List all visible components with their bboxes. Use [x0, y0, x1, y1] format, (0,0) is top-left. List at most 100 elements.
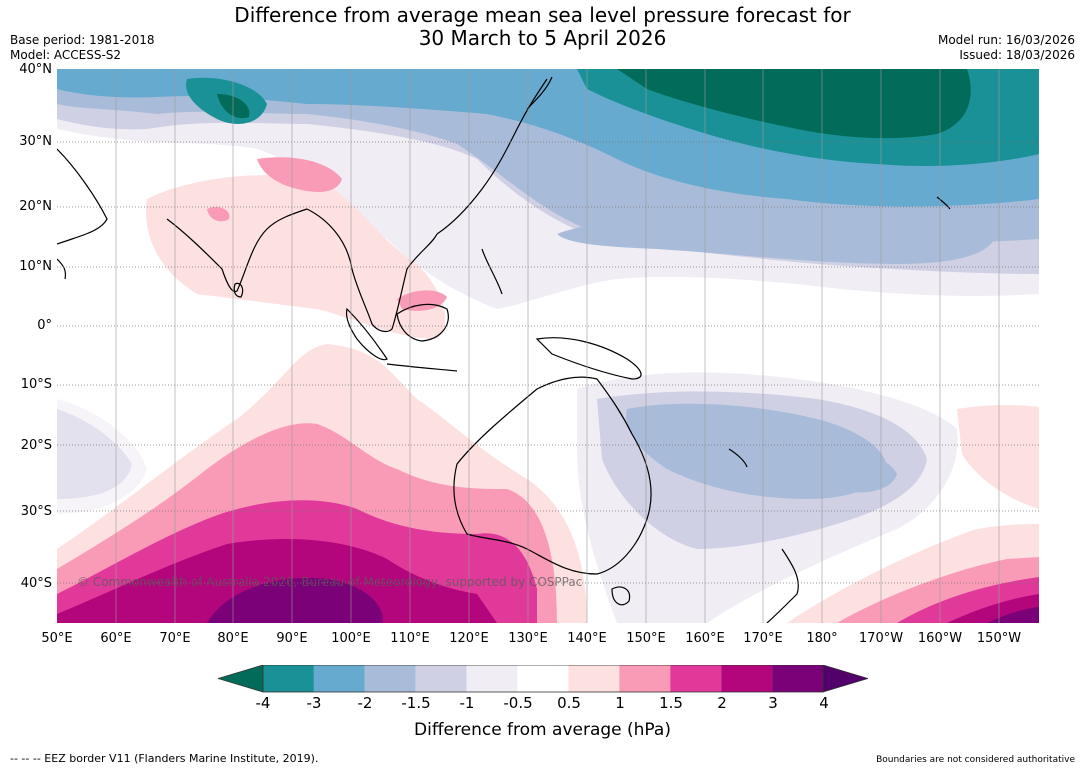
- coastline-new-zealand: [766, 548, 799, 623]
- coastline-borneo: [396, 303, 449, 342]
- band-plus-1-himalaya: [257, 157, 342, 192]
- positive-anomaly: [57, 157, 1039, 623]
- band-plus-3-south: [207, 578, 383, 623]
- coastline-india: [166, 208, 308, 293]
- cbar-tick-minus4: -4: [255, 694, 271, 712]
- cbar-tick-4: 4: [819, 694, 829, 712]
- colorbar-segment: [313, 665, 365, 692]
- colorbar-segment: [619, 665, 671, 692]
- cbar-tick-3: 3: [768, 694, 778, 712]
- coastline-java: [386, 363, 458, 372]
- meridians: [115, 69, 1000, 623]
- band-plus-1-borneo: [397, 290, 447, 311]
- band-minus-1-5-se: [815, 451, 897, 493]
- colorbar-over-arrow: [822, 664, 870, 693]
- colorbar-under-arrow: [216, 664, 264, 693]
- colorbar: [216, 664, 870, 695]
- cbar-tick-minus0-5: -0.5: [503, 694, 533, 712]
- coastline-japan: [526, 76, 553, 110]
- colorbar-segments: [263, 665, 823, 692]
- map-canvas: [57, 69, 1039, 623]
- base-period: Base period: 1981-2018: [10, 33, 155, 47]
- pressure-anomaly-map: [57, 69, 1039, 623]
- copyright-watermark: © Commonwealth of Australia 2026, Bureau…: [77, 575, 583, 589]
- colorbar-segment: [568, 665, 620, 692]
- lon-label-150w: 150°W: [976, 631, 1022, 646]
- coastline-australia: [453, 376, 652, 575]
- lat-label-40n: 40°N: [19, 62, 52, 77]
- cbar-tick-2: 2: [717, 694, 727, 712]
- lat-label-20s: 20°S: [20, 438, 52, 453]
- cbar-tick-minus1-5: -1.5: [401, 694, 431, 712]
- lon-label-160w: 160°W: [917, 631, 963, 646]
- lon-label-140e: 140°E: [567, 631, 607, 646]
- lon-label-180: 180°: [806, 631, 838, 646]
- map-title: Difference from average mean sea level p…: [0, 4, 1085, 50]
- negative-anomaly-south: [57, 372, 958, 623]
- colorbar-segment: [466, 665, 518, 692]
- band-minus-1-5-east: [557, 214, 997, 264]
- eez-legend: -- -- -- EEZ border V11 (Flanders Marine…: [10, 752, 319, 765]
- band-plus-1-bay: [207, 207, 230, 222]
- lon-label-60e: 60°E: [100, 631, 132, 646]
- coastline-new-caledonia: [728, 448, 748, 468]
- coastline-tasmania: [611, 586, 631, 606]
- lon-label-170e: 170°E: [743, 631, 783, 646]
- lon-label-80e: 80°E: [217, 631, 249, 646]
- lon-label-100e: 100°E: [331, 631, 371, 646]
- lat-label-10n: 10°N: [19, 259, 52, 274]
- coastline-sumatra: [345, 307, 388, 361]
- issued-date: Issued: 18/03/2026: [959, 48, 1075, 62]
- lon-label-50e: 50°E: [41, 631, 73, 646]
- colorbar-svg: [216, 664, 870, 693]
- band-plus-0-5-ne: [957, 404, 1039, 509]
- coastline-arabia: [57, 148, 108, 245]
- colorbar-segment: [670, 665, 722, 692]
- lat-label-0: 0°: [37, 318, 52, 333]
- coastline-hawaii: [936, 196, 951, 210]
- meta-left: Base period: 1981-2018 Model: ACCESS-S2: [10, 33, 155, 63]
- cbar-tick-0-5: 0.5: [557, 694, 581, 712]
- coastline-new-guinea: [535, 337, 642, 380]
- cbar-tick-1: 1: [615, 694, 625, 712]
- cbar-tick-minus3: -3: [306, 694, 322, 712]
- coastline-sri-lanka: [233, 282, 244, 298]
- cbar-tick-minus2: -2: [357, 694, 373, 712]
- colorbar-segment: [263, 665, 314, 692]
- colorbar-segment: [364, 665, 416, 692]
- model-name: Model: ACCESS-S2: [10, 48, 122, 62]
- title-line-2: 30 March to 5 April 2026: [418, 26, 667, 50]
- colorbar-segment: [415, 665, 467, 692]
- coastlines: [57, 76, 951, 623]
- title-line-1: Difference from average mean sea level p…: [234, 3, 851, 27]
- colorbar-label: Difference from average (hPa): [414, 720, 671, 740]
- lon-label-70e: 70°E: [159, 631, 191, 646]
- model-run: Model run: 16/03/2026: [937, 33, 1075, 47]
- boundaries-disclaimer: Boundaries are not considered authoritat…: [876, 755, 1075, 765]
- cbar-tick-1-5: 1.5: [659, 694, 683, 712]
- lat-label-10s: 10°S: [20, 377, 52, 392]
- cbar-tick-minus1: -1: [459, 694, 475, 712]
- band-plus-3-se: [987, 607, 1039, 623]
- lon-label-150e: 150°E: [626, 631, 666, 646]
- coastline-china: [436, 78, 548, 235]
- colorbar-frame: [262, 664, 824, 693]
- coastline-philippines: [481, 248, 503, 295]
- meta-right: Model run: 16/03/2026 Issued: 18/03/2026: [938, 33, 1075, 63]
- colorbar-segment: [517, 665, 569, 692]
- lon-label-170w: 170°W: [858, 631, 904, 646]
- band-minus-4: [617, 69, 971, 139]
- lon-label-110e: 110°E: [390, 631, 430, 646]
- lat-label-40s: 40°S: [20, 576, 52, 591]
- colorbar-segment: [772, 665, 823, 692]
- lon-label-130e: 130°E: [508, 631, 548, 646]
- lat-label-30n: 30°N: [19, 134, 52, 149]
- lat-label-20n: 20°N: [19, 199, 52, 214]
- band-minus-0-5-west: [57, 399, 147, 514]
- lat-label-30s: 30°S: [20, 504, 52, 519]
- lon-label-90e: 90°E: [276, 631, 308, 646]
- lon-label-160e: 160°E: [685, 631, 725, 646]
- lon-label-120e: 120°E: [449, 631, 489, 646]
- negative-anomaly-north: [57, 69, 1039, 309]
- colorbar-segment: [721, 665, 773, 692]
